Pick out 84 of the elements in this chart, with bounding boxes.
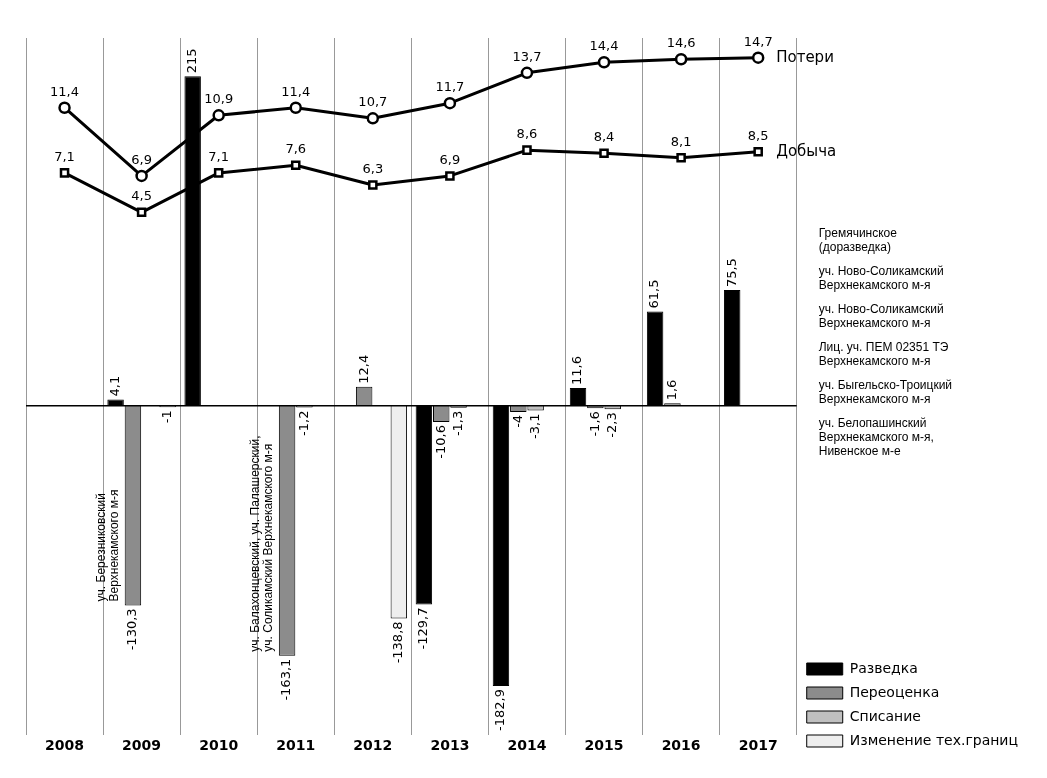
- x-tick-label: 2010: [199, 737, 239, 754]
- point: [213, 168, 224, 178]
- data-label: 11,4: [50, 83, 80, 99]
- text: уч. Белопашинский Верхнекамского м-я, Нивенское м-е: [818, 416, 934, 459]
- legend-label: Разведка: [849, 659, 918, 676]
- point: [212, 109, 225, 122]
- data-label: 4,1: [106, 375, 122, 397]
- legend-label: Переоценка: [849, 683, 940, 700]
- point: [751, 51, 765, 64]
- data-label: -129,7: [415, 607, 431, 650]
- x-tick-label: 2015: [584, 737, 624, 754]
- x-tick-label: 2014: [507, 737, 547, 754]
- x-tick-label: 2013: [430, 737, 470, 754]
- point: [366, 112, 380, 125]
- data-label: 61,5: [646, 279, 662, 309]
- data-label: 215: [184, 48, 200, 74]
- annotation: уч. Березниковский Верхнекамского м-я: [94, 489, 122, 602]
- point: [58, 101, 71, 114]
- data-label: -1,2: [295, 410, 311, 436]
- data-label: -2,3: [604, 412, 620, 438]
- text: уч. Ново-Соликамский Верхнекамского м-я: [818, 302, 944, 331]
- data-label: 6,3: [362, 160, 384, 176]
- data-label: 11,7: [435, 79, 465, 95]
- data-label: -3,1: [527, 413, 543, 439]
- data-label: 1,6: [663, 379, 679, 401]
- data-label: 7,1: [54, 148, 75, 164]
- data-label: 11,6: [569, 356, 585, 385]
- data-label: 8,1: [670, 133, 692, 149]
- point: [290, 160, 301, 171]
- x-tick-label: 2011: [276, 737, 316, 754]
- point: [599, 148, 609, 158]
- point: [753, 146, 763, 157]
- point: [368, 180, 378, 190]
- point: [443, 96, 457, 110]
- legend-label: Списание: [849, 707, 921, 724]
- data-label: 6,9: [439, 151, 461, 167]
- data-label: 11,4: [281, 83, 311, 99]
- legend-label: Изменение тех.границ: [849, 731, 1018, 748]
- data-label: -1,6: [586, 411, 602, 437]
- series-label: Потери: [776, 47, 834, 66]
- point: [135, 169, 148, 183]
- point: [522, 145, 532, 155]
- data-label: -1,3: [449, 410, 465, 437]
- data-label: 14,4: [589, 38, 619, 54]
- series-label: Добыча: [776, 141, 837, 160]
- data-label: 6,9: [131, 151, 152, 167]
- x-tick-label: 2016: [661, 737, 701, 754]
- data-label: 14,7: [743, 33, 773, 49]
- data-label: 75,5: [723, 258, 739, 288]
- annotation: уч. Балахонцевский, уч. Палашерский, уч. Соликамский Верхнекамского м-я: [248, 435, 276, 652]
- data-label: 4,5: [131, 188, 152, 204]
- point: [597, 56, 611, 69]
- data-label: -4: [509, 414, 525, 428]
- x-tick-label: 2008: [45, 737, 85, 754]
- data-label: -1: [158, 410, 174, 424]
- data-label: 12,4: [355, 354, 371, 384]
- point: [59, 168, 70, 178]
- point: [136, 207, 147, 218]
- text: уч. Быгельско-Троицкий Верхнекамского м-я: [818, 378, 953, 407]
- data-label: -130,3: [124, 608, 140, 651]
- point: [445, 171, 455, 181]
- data-label: -163,1: [278, 658, 294, 701]
- data-label: 7,6: [285, 141, 307, 157]
- text: Лиц. уч. ПЕМ 02351 ТЭ Верхнекамского м-я: [818, 340, 949, 369]
- data-label: -138,8: [390, 621, 406, 664]
- data-label: 8,4: [593, 129, 615, 145]
- data-label: 8,6: [516, 126, 538, 142]
- data-label: -182,9: [492, 689, 508, 731]
- data-label: 8,5: [747, 127, 769, 143]
- x-tick-label: 2017: [738, 737, 778, 754]
- data-label: 7,1: [208, 148, 230, 164]
- data-label: 14,6: [666, 35, 696, 51]
- x-tick-label: 2009: [122, 737, 162, 754]
- point: [289, 101, 302, 114]
- text: уч. Ново-Соликамский Верхнекамского м-я: [818, 264, 944, 293]
- point: [676, 152, 686, 163]
- data-label: 10,7: [358, 94, 388, 110]
- x-tick-label: 2012: [353, 737, 393, 754]
- point: [520, 66, 534, 80]
- text: Гремячинское (доразведка): [818, 226, 898, 255]
- point: [674, 52, 688, 66]
- data-label: 13,7: [512, 48, 542, 64]
- data-label: -10,6: [432, 425, 448, 459]
- data-label: 10,9: [204, 91, 234, 107]
